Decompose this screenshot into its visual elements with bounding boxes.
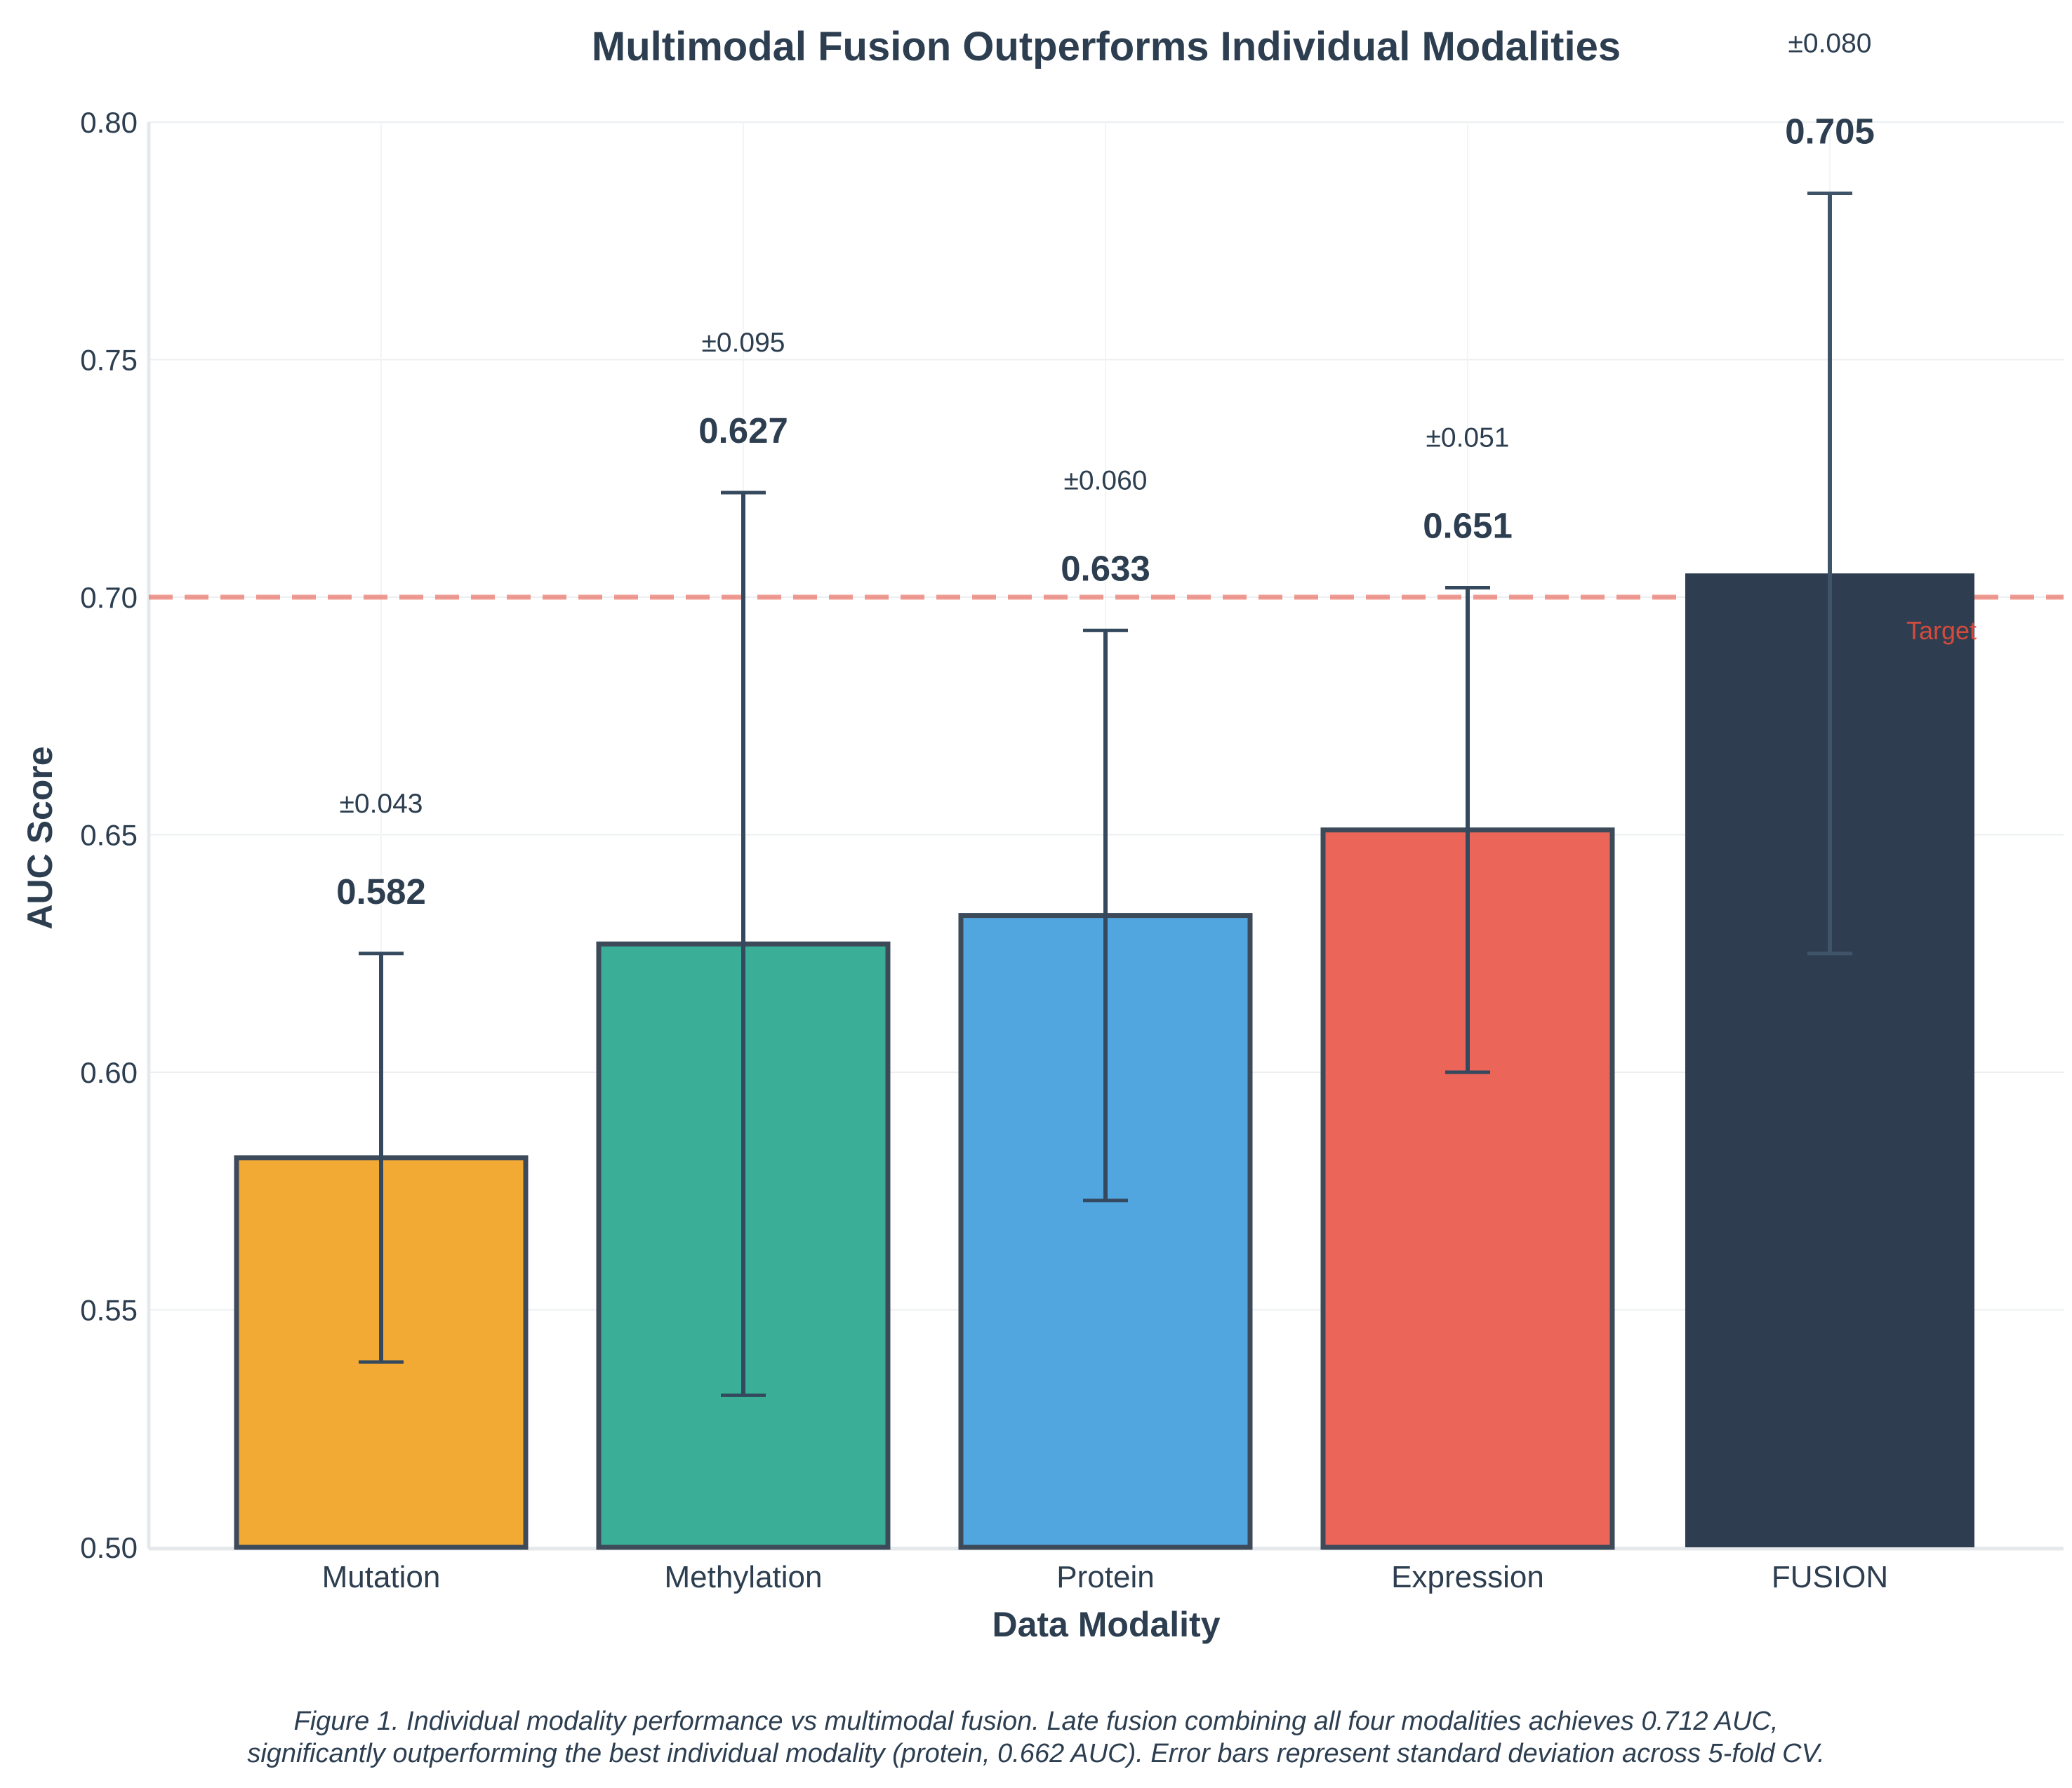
error-label: ±0.043 (340, 789, 423, 819)
y-tick-label: 0.50 (80, 1531, 138, 1564)
target-label: Target (1906, 616, 1977, 645)
x-tick-label: Expression (1391, 1560, 1544, 1594)
y-tick-label: 0.55 (80, 1294, 138, 1327)
x-tick-label: Methylation (664, 1560, 822, 1594)
error-label: ±0.080 (1788, 29, 1872, 59)
figure-caption: Figure 1. Individual modality performanc… (0, 1705, 2072, 1770)
value-label: 0.633 (1061, 548, 1150, 588)
error-label: ±0.095 (702, 328, 785, 358)
caption-line-2: significantly outperforming the best ind… (247, 1739, 1825, 1768)
value-label: 0.627 (698, 411, 788, 451)
x-axis-label: Data Modality (992, 1605, 1220, 1644)
value-label: 0.582 (336, 872, 426, 912)
value-label: 0.651 (1423, 505, 1513, 545)
chart-title: Multimodal Fusion Outperforms Individual… (592, 24, 1621, 69)
y-tick-label: 0.60 (80, 1056, 138, 1089)
y-tick-label: 0.75 (80, 344, 138, 377)
x-tick-label: Protein (1056, 1560, 1154, 1594)
y-tick-label: 0.65 (80, 819, 138, 852)
caption-line-1: Figure 1. Individual modality performanc… (293, 1707, 1779, 1736)
error-label: ±0.051 (1426, 422, 1510, 453)
value-label: 0.705 (1785, 112, 1875, 152)
x-tick-label: Mutation (322, 1560, 441, 1594)
y-tick-label: 0.70 (80, 581, 138, 614)
data-labels: Target 0.582 ±0.043 0.627 ±0.095 0.633 ±0.060 0… (336, 29, 1977, 912)
error-label: ±0.060 (1064, 465, 1148, 495)
error-bars (359, 192, 1852, 1397)
y-axis-label: AUC Score (20, 746, 60, 929)
y-tick-label: 0.80 (80, 106, 138, 139)
axes: 0.50 0.55 0.60 0.65 0.70 0.75 0.80 Mutation Meth… (80, 106, 2064, 1594)
x-tick-label: FUSION (1772, 1560, 1888, 1594)
